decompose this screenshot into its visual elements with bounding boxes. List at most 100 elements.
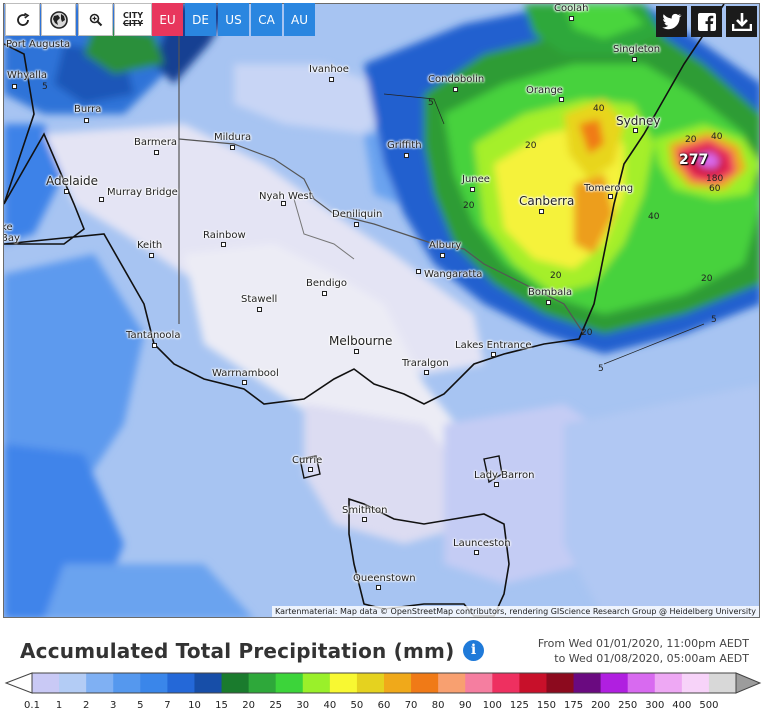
region-tab-us[interactable]: US <box>218 3 249 36</box>
twitter-share-button[interactable] <box>656 6 687 37</box>
legend-tick-label: 2 <box>82 700 90 711</box>
place-label[interactable]: Adelaide <box>46 174 99 188</box>
place-label[interactable]: Lakes Entrance <box>455 340 532 351</box>
region-tab-au[interactable]: AU <box>284 3 315 36</box>
place-label[interactable]: Deniliquin <box>332 209 383 220</box>
region-tab-eu[interactable]: EU <box>152 3 183 36</box>
legend-color-swatch <box>59 673 87 693</box>
zoom-button[interactable] <box>78 3 113 36</box>
legend-color-swatch <box>167 673 195 693</box>
place-marker <box>453 87 458 92</box>
refresh-icon <box>16 12 29 26</box>
legend-tick-label: 30 <box>296 700 310 711</box>
legend-tick-label: 250 <box>618 700 638 711</box>
place-marker <box>64 189 69 194</box>
city-toggle-label: CITY CITY <box>122 10 144 28</box>
place-label[interactable]: Canberra <box>519 194 575 208</box>
place-label[interactable]: Traralgon <box>402 358 449 369</box>
place-label[interactable]: Junee <box>462 174 490 185</box>
place-label[interactable]: Burra <box>74 104 102 115</box>
precipitation-field <box>4 4 759 617</box>
place-marker <box>99 197 104 202</box>
place-label[interactable]: Nyah West <box>259 191 313 202</box>
legend-tick-label: 300 <box>645 700 665 711</box>
download-button[interactable] <box>726 6 757 37</box>
place-label[interactable]: Stawell <box>241 294 278 305</box>
contour-label: 60 <box>709 184 721 194</box>
place-label[interactable]: Mildura <box>214 132 252 143</box>
place-label[interactable]: Bay <box>4 233 20 244</box>
period-from: From Wed 01/01/2020, 11:00pm AEDT <box>537 637 749 650</box>
place-label[interactable]: Wangaratta <box>424 269 483 280</box>
legend-tick-label: 400 <box>672 700 692 711</box>
region-tab-de[interactable]: DE <box>185 3 216 36</box>
legend-color-swatch <box>275 673 304 693</box>
info-icon[interactable]: i <box>463 640 484 661</box>
place-label[interactable]: Warrnambool <box>212 368 279 379</box>
place-label[interactable]: Currie <box>292 455 323 466</box>
place-marker <box>12 84 17 89</box>
contour-label: 5 <box>42 82 48 92</box>
place-marker <box>230 145 235 150</box>
contour-label: 40 <box>711 132 723 142</box>
legend-tick-label: 25 <box>269 700 283 711</box>
legend-color-swatch <box>302 673 331 693</box>
place-label[interactable]: Tantanoola <box>126 330 181 341</box>
place-label[interactable]: Bendigo <box>306 278 347 289</box>
place-label[interactable]: Sydney <box>616 114 661 128</box>
legend-color-swatch <box>519 673 547 693</box>
place-label[interactable]: Singleton <box>613 44 661 55</box>
refresh-button[interactable] <box>5 3 40 36</box>
region-tab-ca[interactable]: CA <box>251 3 282 36</box>
legend-tick-label: 10 <box>188 700 201 711</box>
legend-color-swatch <box>86 673 114 693</box>
legend-tick-label: 100 <box>482 700 502 711</box>
legend-tick-label: 3 <box>110 700 117 711</box>
place-label[interactable]: Tomerong <box>584 183 634 194</box>
place-label[interactable]: Barmera <box>134 137 178 148</box>
max-precipitation-value: 277 <box>679 152 709 168</box>
place-label[interactable]: Queenstown <box>353 573 416 584</box>
place-label[interactable]: Keith <box>137 240 163 251</box>
place-label[interactable]: Coolah <box>554 3 589 14</box>
place-label[interactable]: Lady Barron <box>474 470 535 481</box>
place-label[interactable]: Rainbow <box>203 230 246 241</box>
place-label[interactable]: Bombala <box>528 287 573 298</box>
legend-color-swatch <box>329 673 358 693</box>
legend-tick-label: 90 <box>458 700 472 711</box>
legend-tick-label: 175 <box>563 700 584 711</box>
place-marker <box>632 57 637 62</box>
place-label[interactable]: Orange <box>526 85 563 96</box>
place-marker <box>149 253 154 258</box>
place-marker <box>546 300 551 305</box>
place-marker <box>152 343 157 348</box>
place-label[interactable]: Yorke <box>4 222 13 233</box>
place-label[interactable]: Ivanhoe <box>309 64 349 75</box>
place-label[interactable]: Albury <box>429 240 462 251</box>
place-marker <box>494 482 499 487</box>
legend-max-arrow <box>735 672 762 694</box>
place-label[interactable]: Griffith <box>387 140 422 151</box>
place-marker <box>440 253 445 258</box>
place-label[interactable]: Smithton <box>342 505 388 516</box>
place-marker <box>416 269 421 274</box>
contour-label: 5 <box>428 98 434 108</box>
place-label[interactable]: Melbourne <box>329 334 393 348</box>
place-label[interactable]: Whyalla <box>7 70 47 81</box>
legend-color-swatch <box>221 673 250 693</box>
city-labels-toggle[interactable]: CITY CITY <box>114 3 152 36</box>
twitter-icon <box>661 13 681 30</box>
place-marker <box>329 77 334 82</box>
place-label[interactable]: Murray Bridge <box>107 187 178 198</box>
facebook-share-button[interactable] <box>691 6 722 37</box>
legend-tick-label: 0.1 <box>24 700 40 711</box>
legend-tick-label: 200 <box>591 700 611 711</box>
place-marker <box>281 201 286 206</box>
place-label[interactable]: Condobolin <box>428 74 485 85</box>
precipitation-map[interactable]: 5 5 40 40 20 20 20 20 20 5 5 20 40 180 6… <box>3 3 760 618</box>
globe-button[interactable] <box>41 3 76 36</box>
contour-label: 40 <box>648 212 660 222</box>
place-label[interactable]: Port Augusta <box>6 39 71 50</box>
place-label[interactable]: Launceston <box>453 538 511 549</box>
legend-tick-label: 50 <box>350 700 364 711</box>
